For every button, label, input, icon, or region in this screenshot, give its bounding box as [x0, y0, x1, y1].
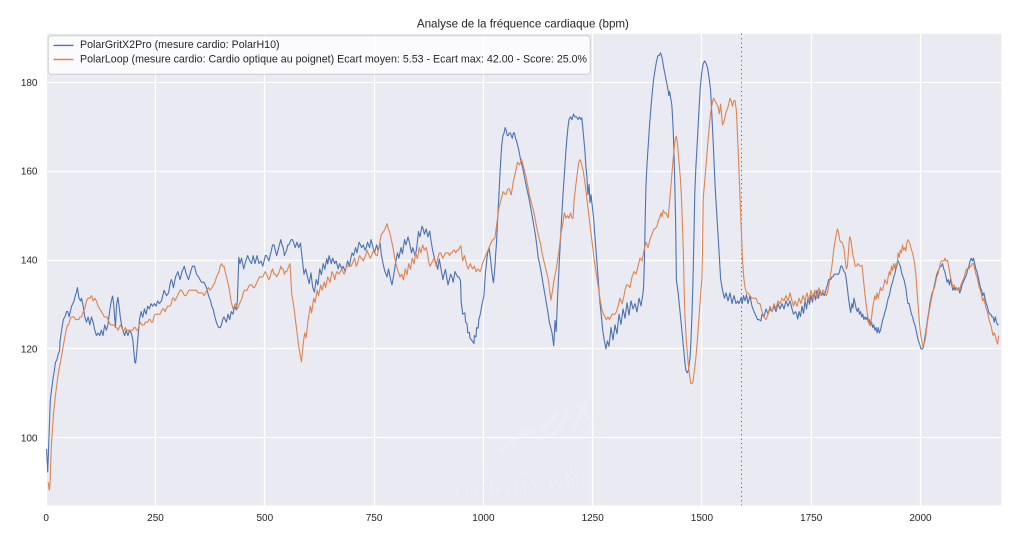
svg-text:160: 160: [21, 167, 38, 178]
svg-text:100: 100: [21, 433, 38, 444]
svg-text:PolarGritX2Pro (mesure cardio:: PolarGritX2Pro (mesure cardio: PolarH10): [80, 39, 280, 51]
svg-text:180: 180: [21, 78, 38, 89]
svg-text:750: 750: [366, 513, 383, 524]
svg-text:2000: 2000: [909, 513, 932, 524]
svg-text:140: 140: [21, 256, 38, 267]
svg-text:0: 0: [43, 513, 49, 524]
svg-text:250: 250: [147, 513, 164, 524]
svg-text:1000: 1000: [472, 513, 495, 524]
svg-text:1500: 1500: [691, 513, 714, 524]
svg-text:120: 120: [21, 345, 38, 356]
svg-text:Analyse de la fréquence cardia: Analyse de la fréquence cardiaque (bpm): [417, 18, 629, 31]
svg-text:1750: 1750: [800, 513, 823, 524]
svg-text:1250: 1250: [582, 513, 605, 524]
svg-text:PolarLoop (mesure cardio: Card: PolarLoop (mesure cardio: Cardio optique…: [80, 54, 588, 66]
svg-text:500: 500: [256, 513, 273, 524]
